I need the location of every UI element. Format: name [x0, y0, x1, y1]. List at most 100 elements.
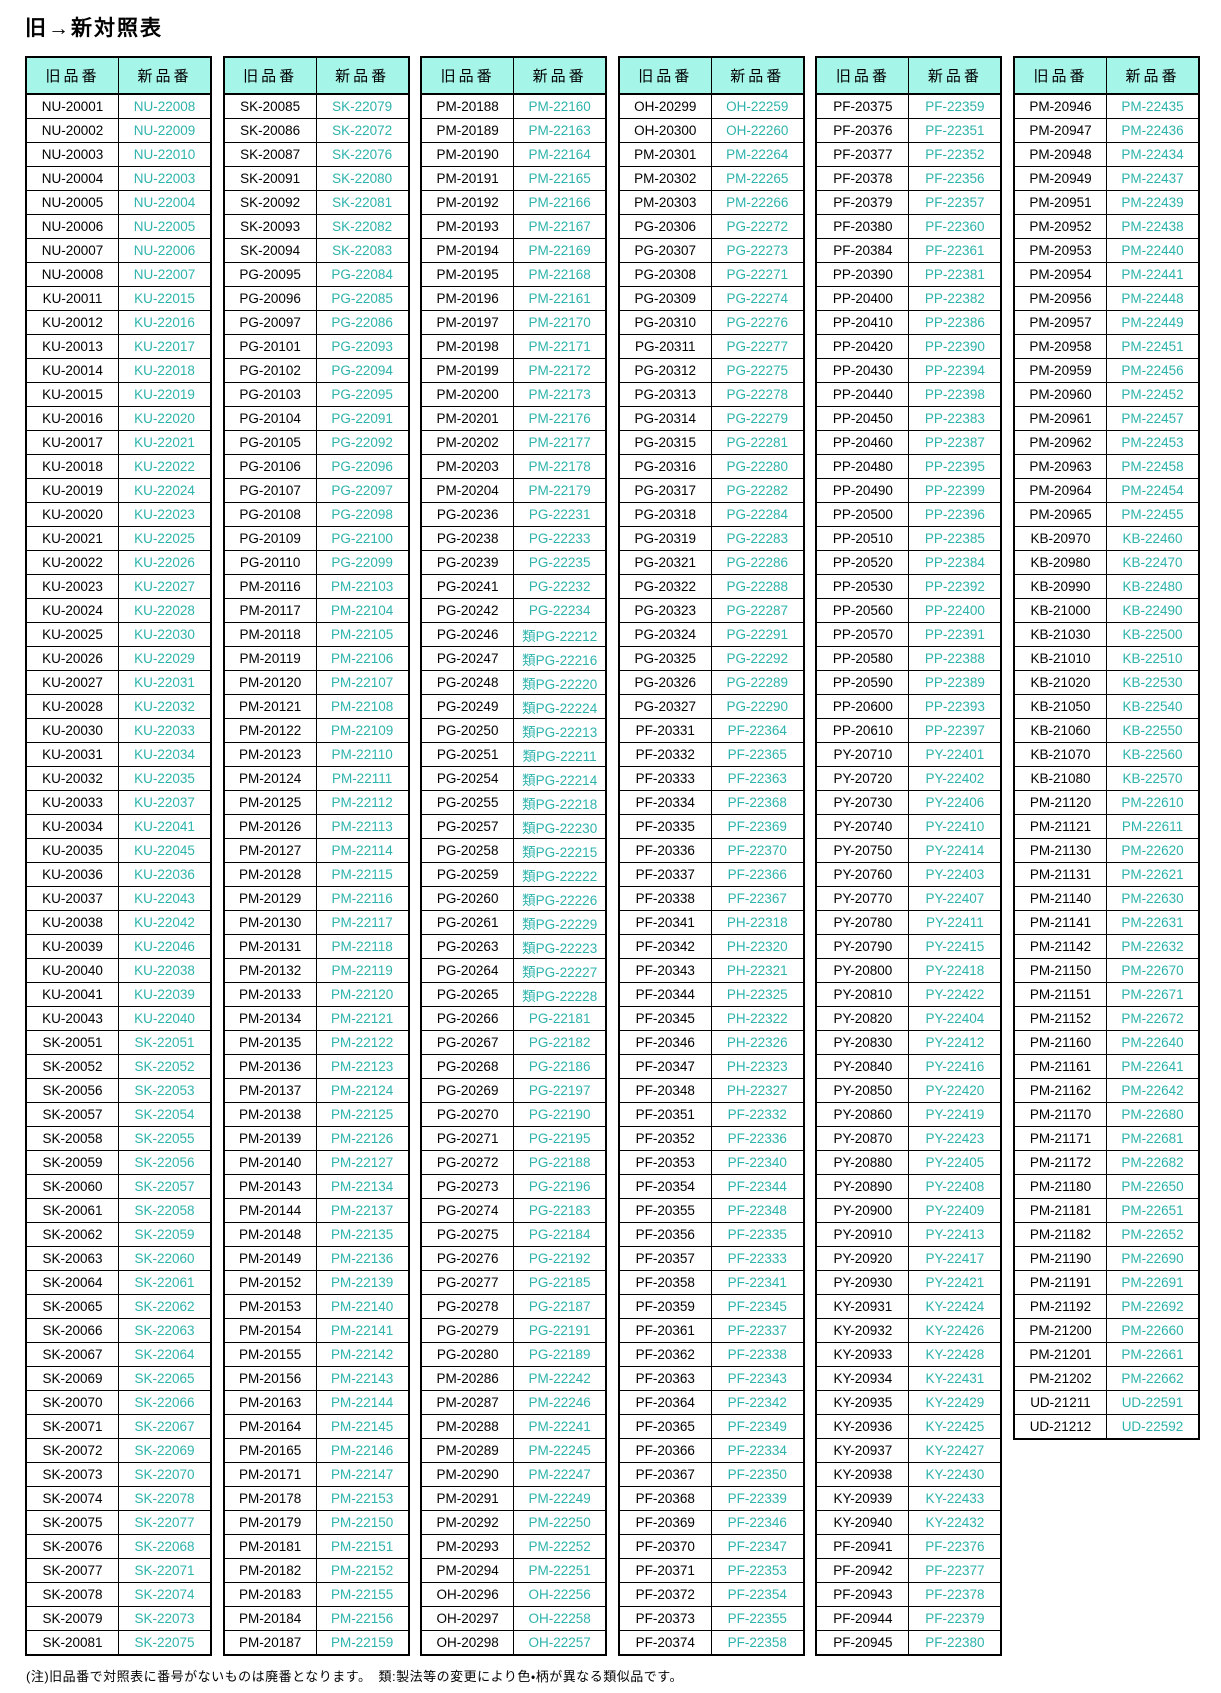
table-row: PG-20318 PG-22284: [618, 502, 805, 527]
table-row: PM-21140 PM-22630: [1013, 886, 1200, 911]
new-part-cell: PP-22388: [908, 646, 1002, 671]
table-row: KY-20936 KY-22425: [815, 1414, 1002, 1439]
new-part-cell: PM-22651: [1105, 1198, 1200, 1223]
table-row: PM-20294 PM-22251: [420, 1558, 607, 1583]
old-part-cell: PM-20123: [223, 742, 317, 767]
table-row: KU-20038 KU-22042: [25, 910, 212, 935]
new-part-cell: PG-22279: [710, 406, 805, 431]
old-part-cell: PG-20312: [618, 358, 712, 383]
old-part-cell: PP-20500: [815, 502, 910, 527]
old-part-cell: OH-20298: [420, 1630, 515, 1656]
new-part-cell: KU-22030: [118, 622, 212, 647]
old-part-cell: PP-20410: [815, 310, 910, 335]
new-part-cell: KU-22015: [118, 286, 212, 311]
old-part-cell: PF-20355: [618, 1198, 712, 1223]
table-row: PG-20323 PG-22287: [618, 598, 805, 623]
old-part-cell: PM-20183: [223, 1582, 317, 1607]
table-row: PP-20490 PP-22399: [815, 478, 1002, 503]
new-part-cell: SK-22061: [118, 1270, 212, 1295]
new-part-cell: PG-22290: [710, 694, 805, 719]
new-part-cell: PM-22245: [513, 1438, 607, 1463]
old-part-cell: PF-20359: [618, 1294, 712, 1319]
new-part-cell: PM-22173: [513, 382, 607, 407]
old-part-cell: SK-20057: [25, 1102, 119, 1127]
old-part-cell: PG-20278: [420, 1294, 515, 1319]
new-part-cell: KU-22024: [118, 478, 212, 503]
old-part-cell: PM-20946: [1013, 93, 1107, 119]
new-part-cell: PG-22097: [315, 478, 410, 503]
table-row: PG-20109 PG-22100: [223, 526, 410, 551]
old-part-cell: PF-20944: [815, 1606, 910, 1631]
new-part-cell: NU-22005: [118, 214, 212, 239]
old-part-cell: PM-20144: [223, 1198, 317, 1223]
old-part-cell: PG-20317: [618, 478, 712, 503]
table-row: PM-21171 PM-22681: [1013, 1126, 1200, 1151]
tables-row: 旧品番 新品番 NU-20001 NU-22008 NU-20002 NU-22009 NU…: [25, 56, 1200, 1656]
table-row: KU-20022 KU-22026: [25, 550, 212, 575]
new-part-cell: SK-22073: [118, 1606, 212, 1631]
new-part-cell: KY-22424: [908, 1294, 1002, 1319]
table-row: PF-20942 PF-22377: [815, 1558, 1002, 1583]
new-part-cell: PF-22340: [710, 1150, 805, 1175]
old-part-cell: PM-20181: [223, 1534, 317, 1559]
new-part-header: 新品番: [118, 56, 212, 95]
old-part-cell: PM-20958: [1013, 334, 1107, 359]
table-row: PM-20120 PM-22107: [223, 670, 410, 695]
new-part-cell: PM-22117: [315, 910, 410, 935]
table-row: PM-20130 PM-22117: [223, 910, 410, 935]
table-row: KU-20017 KU-22021: [25, 430, 212, 455]
table-row: UD-21212 UD-22592: [1013, 1414, 1200, 1440]
old-part-cell: PM-20965: [1013, 502, 1107, 527]
old-part-cell: PG-20104: [223, 406, 317, 431]
old-part-cell: SK-20070: [25, 1390, 119, 1415]
table-row: PM-20961 PM-22457: [1013, 406, 1200, 431]
new-part-cell: PM-22118: [315, 934, 410, 959]
table-row: PY-20770 PY-22407: [815, 886, 1002, 911]
table-row: PM-20116 PM-22103: [223, 574, 410, 599]
old-part-cell: PM-20120: [223, 670, 317, 695]
new-part-cell: PF-22358: [710, 1630, 805, 1656]
old-part-cell: PM-20131: [223, 934, 317, 959]
table-row: PG-20104 PG-22091: [223, 406, 410, 431]
table-row: PG-20270 PG-22190: [420, 1102, 607, 1127]
table-row: PG-20103 PG-22095: [223, 382, 410, 407]
old-part-cell: PG-20326: [618, 670, 712, 695]
old-part-cell: PY-20820: [815, 1006, 910, 1031]
table-row: OH-20297 OH-22258: [420, 1606, 607, 1631]
table-row: PP-20560 PP-22400: [815, 598, 1002, 623]
table-row: PM-21161 PM-22641: [1013, 1054, 1200, 1079]
table-row: KU-20019 KU-22024: [25, 478, 212, 503]
new-part-cell: PG-22192: [513, 1246, 607, 1271]
new-part-cell: KY-22427: [908, 1438, 1002, 1463]
new-part-cell: PM-22127: [315, 1150, 410, 1175]
old-part-cell: KU-20035: [25, 838, 119, 863]
new-part-cell: PG-22092: [315, 430, 410, 455]
table-row: PM-20957 PM-22449: [1013, 310, 1200, 335]
old-part-cell: KU-20012: [25, 310, 119, 335]
new-part-cell: PM-22126: [315, 1126, 410, 1151]
new-part-cell: PG-22233: [513, 526, 607, 551]
table-row: PM-20196 PM-22161: [420, 286, 607, 311]
new-part-cell: PF-22353: [710, 1558, 805, 1583]
new-part-cell: PG-22286: [710, 550, 805, 575]
new-part-cell: PF-22380: [908, 1630, 1002, 1656]
old-part-cell: KU-20013: [25, 334, 119, 359]
new-part-cell: PG-22186: [513, 1054, 607, 1079]
new-part-cell: NU-22007: [118, 262, 212, 287]
old-part-cell: PG-20273: [420, 1174, 515, 1199]
old-part-cell: SK-20092: [223, 190, 317, 215]
old-part-cell: SK-20066: [25, 1318, 119, 1343]
new-part-cell: PF-22347: [710, 1534, 805, 1559]
new-part-cell: PM-22104: [315, 598, 410, 623]
new-part-cell: PG-22187: [513, 1294, 607, 1319]
new-part-header: 新品番: [1105, 56, 1200, 95]
old-part-cell: NU-20008: [25, 262, 119, 287]
old-part-cell: PG-20264: [420, 958, 515, 983]
old-part-cell: PP-20520: [815, 550, 910, 575]
table-row: SK-20062 SK-22059: [25, 1222, 212, 1247]
old-part-cell: SK-20087: [223, 142, 317, 167]
new-part-cell: PP-22390: [908, 334, 1002, 359]
table-row: OH-20299 OH-22259: [618, 93, 805, 119]
new-part-header: 新品番: [513, 56, 607, 95]
table-row: PF-20362 PF-22338: [618, 1342, 805, 1367]
